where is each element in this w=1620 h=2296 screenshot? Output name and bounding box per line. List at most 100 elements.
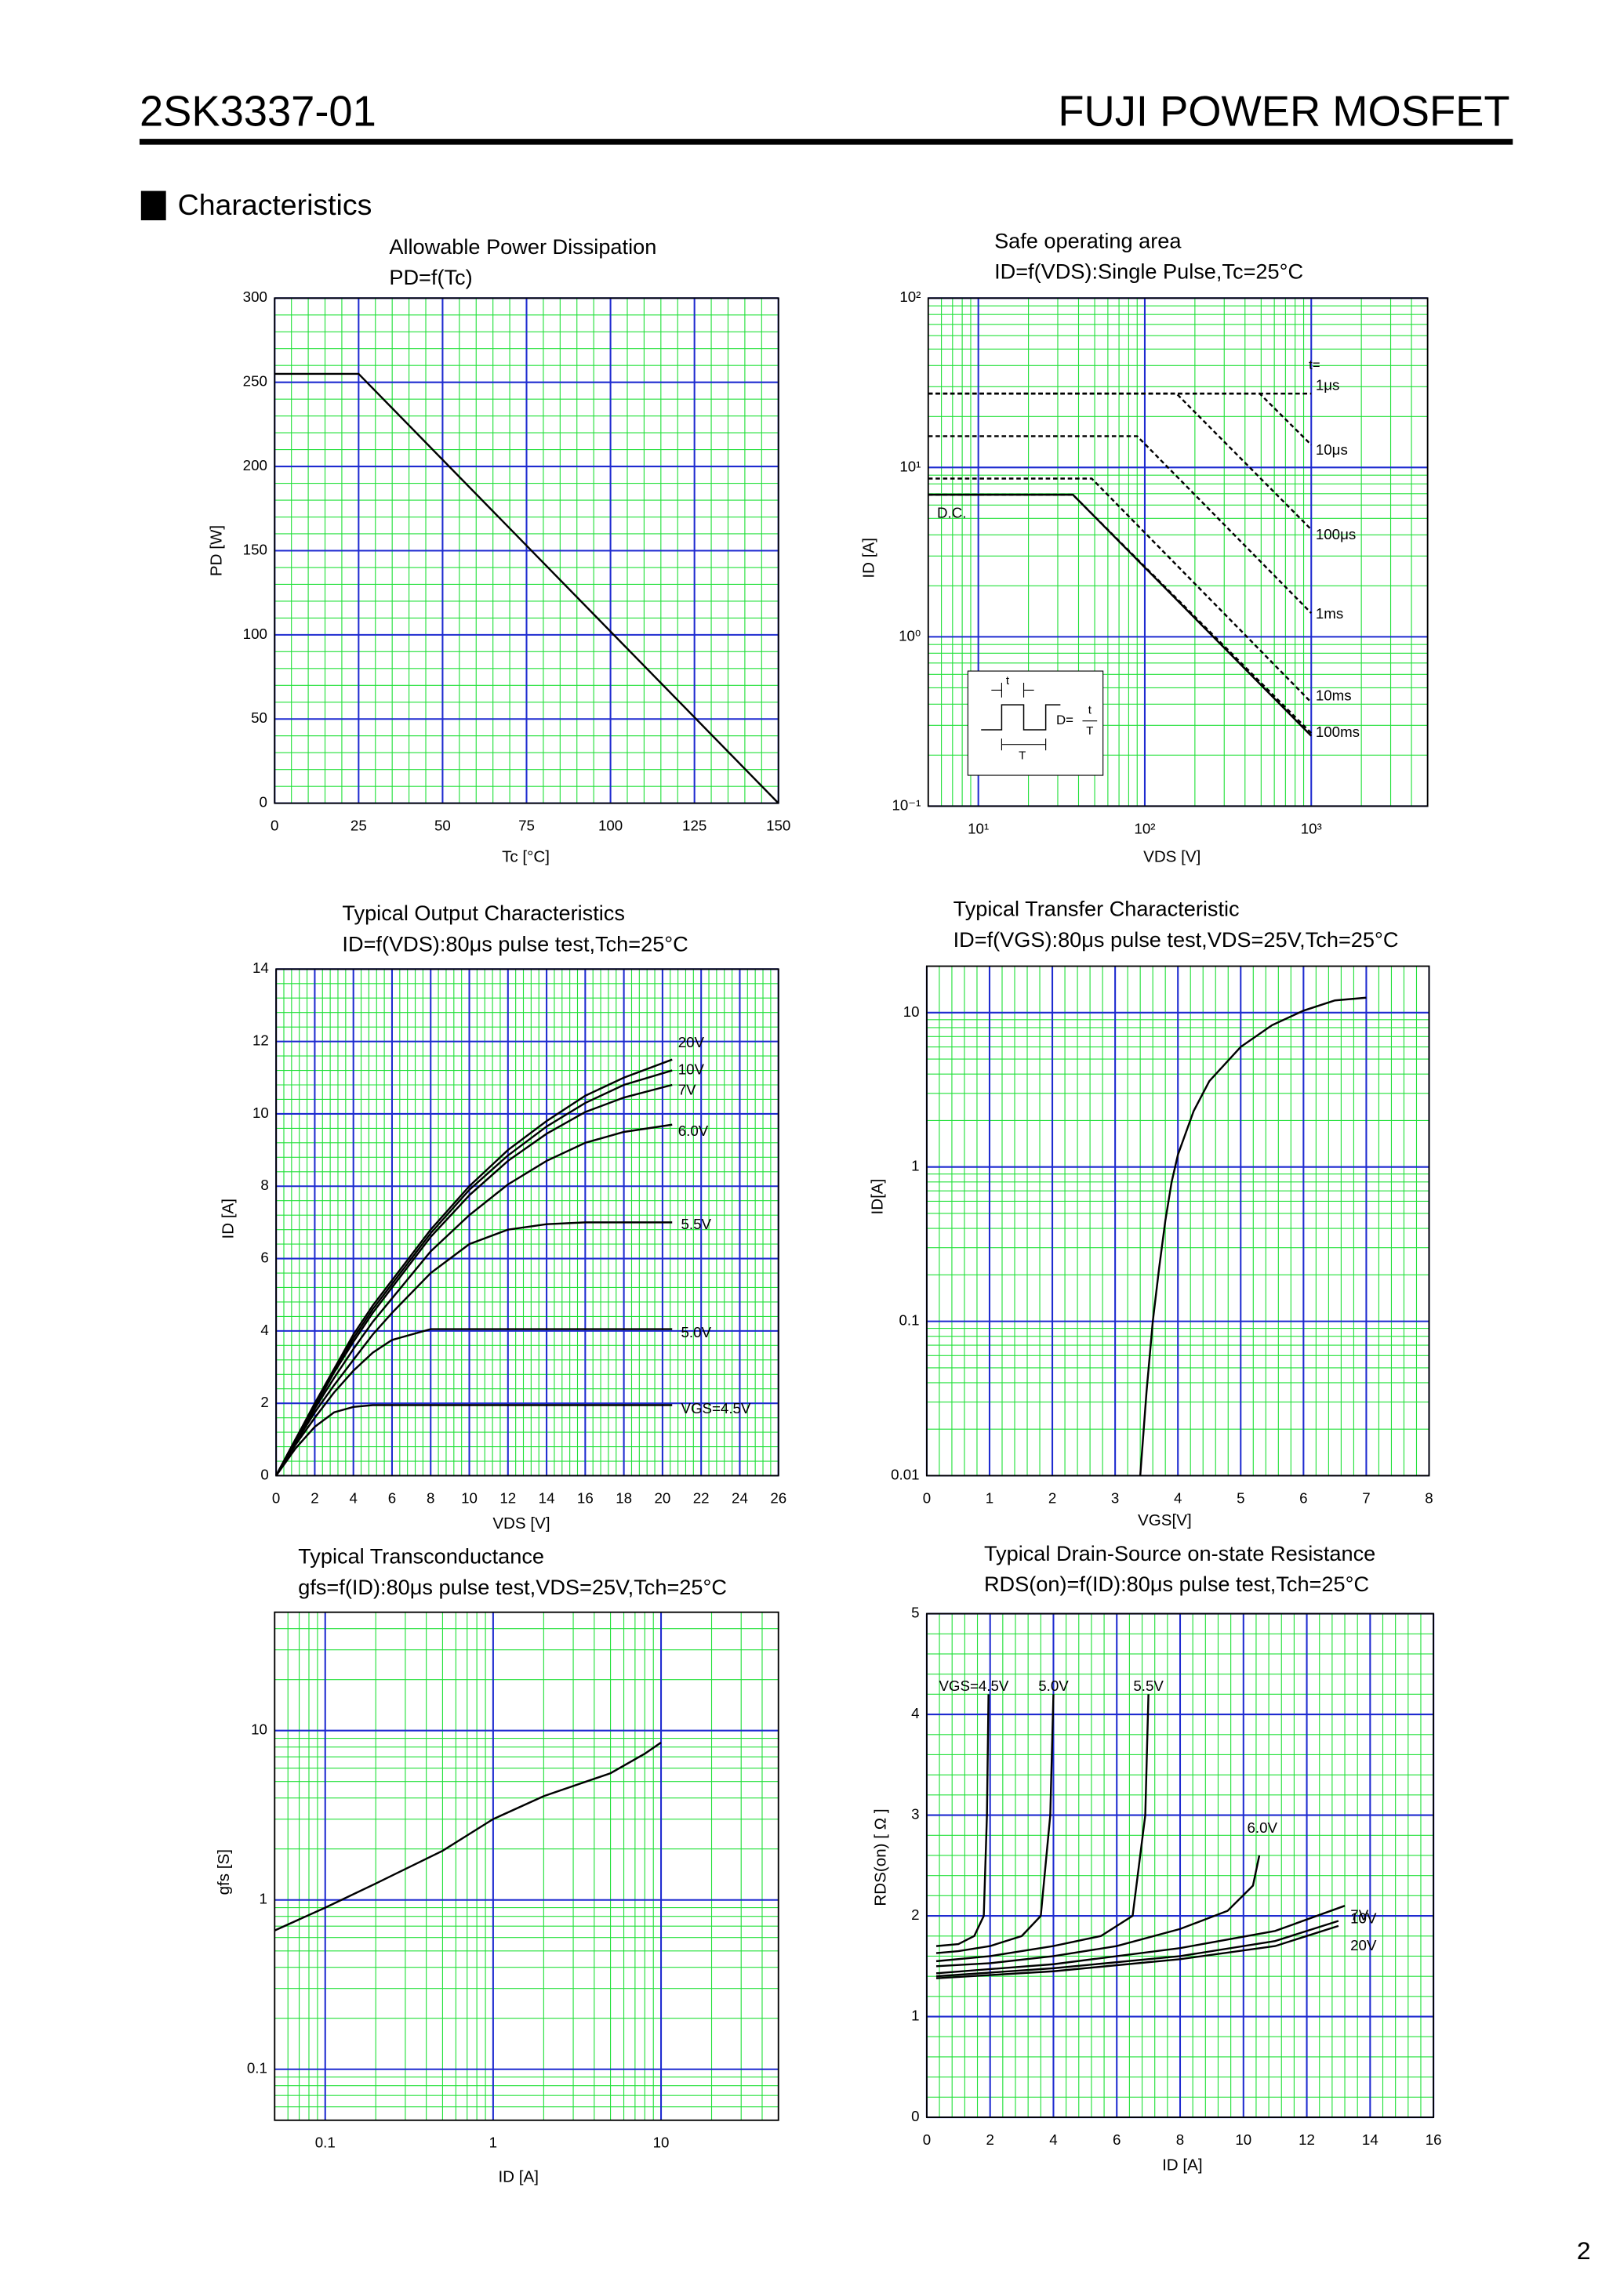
section-title: Characteristics [178, 188, 372, 221]
x-tick-label: 16 [1426, 2131, 1442, 2148]
y-tick-label: 0.01 [891, 1466, 919, 1482]
annotation: t [1088, 704, 1092, 717]
plot-frame [275, 968, 779, 1477]
series-line [935, 1694, 1055, 1954]
series-line [935, 1905, 1346, 1975]
y-tick-label: 0 [911, 2108, 919, 2124]
annotation: t= [1309, 357, 1320, 372]
y-tick-label: 10 [251, 1721, 267, 1738]
x-tick-label: 20 [654, 1489, 670, 1506]
series-label: 100ms [1316, 724, 1360, 740]
series-label: 10ms [1316, 687, 1352, 703]
y-tick-label: 200 [243, 457, 267, 473]
annotation: T [1086, 724, 1093, 738]
chart: Typical Drain-Source on-state Resistance… [871, 1541, 1441, 2174]
x-tick-label: 6 [1299, 1489, 1307, 1506]
series-label: VGS=4.5V [681, 1400, 750, 1416]
x-tick-label: 6 [388, 1489, 396, 1506]
series-label: 20V [1350, 1937, 1377, 1953]
series-line [275, 1123, 673, 1477]
series-label: 20V [678, 1034, 705, 1050]
y-tick-label: 14 [252, 959, 269, 976]
plot-frame [274, 1611, 779, 2121]
y-axis-label: ID[A] [869, 1179, 887, 1215]
x-axis-label: Tc [°C] [502, 847, 550, 865]
chart-title: Typical Output Characteristics [342, 901, 625, 925]
plot-frame [927, 297, 1429, 807]
annotation: T [1019, 749, 1026, 763]
x-tick-label: 12 [499, 1489, 516, 1506]
x-tick-label: 0.1 [315, 2135, 336, 2151]
chart: Typical Transconductance gfs=f(ID):80μs p… [215, 1544, 779, 2185]
series-line [935, 1855, 1261, 1968]
soa-inset [967, 670, 1104, 776]
y-tick-label: 4 [911, 1705, 919, 1721]
series-line [928, 392, 1313, 531]
y-tick-label: 5 [911, 1605, 919, 1621]
series-label: 1μs [1316, 377, 1340, 394]
y-tick-label: 0.1 [899, 1312, 920, 1329]
y-axis-label: gfs [S] [215, 1849, 233, 1895]
series-line [275, 1083, 673, 1477]
x-tick-label: 1 [986, 1489, 993, 1506]
y-tick-label: 50 [251, 709, 267, 726]
x-tick-label: 10³ [1301, 820, 1322, 836]
series-label: D.C. [937, 504, 966, 520]
series-line [935, 1694, 990, 1947]
x-tick-label: 12 [1299, 2131, 1315, 2148]
y-tick-label: 0 [259, 794, 267, 811]
x-axis-label: ID [A] [1162, 2156, 1203, 2174]
y-tick-label: 10⁰ [899, 627, 921, 644]
x-tick-label: 2 [986, 2131, 993, 2148]
series-label: 5.5V [1133, 1678, 1164, 1694]
series-line [928, 477, 1313, 703]
chart-title: Safe operating area [994, 228, 1182, 252]
section-marker [140, 190, 166, 221]
x-tick-label: 16 [577, 1489, 594, 1506]
x-tick-label: 4 [349, 1489, 357, 1506]
series-label: 6.0V [678, 1123, 709, 1139]
pulse-wave [981, 704, 1061, 731]
series-label: 1ms [1316, 605, 1343, 622]
series-line [275, 1328, 673, 1477]
x-tick-label: 10 [1235, 2131, 1251, 2148]
chart-title: Typical Transfer Characteristic [953, 897, 1240, 921]
x-tick-label: 10² [1134, 820, 1155, 836]
x-tick-label: 150 [766, 818, 790, 834]
y-axis-label: RDS(on) [ Ω ] [871, 1808, 889, 1906]
y-tick-label: 1 [259, 1891, 267, 1907]
y-tick-label: 3 [911, 1806, 919, 1823]
y-tick-label: 0 [260, 1466, 268, 1482]
series-line [928, 435, 1313, 614]
x-tick-label: 0 [271, 818, 278, 834]
part-number: 2SK3337-01 [140, 88, 376, 136]
x-tick-label: 10¹ [968, 820, 989, 836]
product-line: FUJI POWER MOSFET [1058, 88, 1509, 136]
series-line [928, 493, 1313, 737]
series-label: 5.0V [681, 1324, 711, 1340]
plot-background [276, 969, 779, 1476]
annotation: t [1006, 674, 1010, 687]
series-label: 6.0V [1247, 1819, 1277, 1836]
plot-frame [925, 965, 1430, 1477]
x-tick-label: 75 [518, 818, 535, 834]
chart-title: Typical Drain-Source on-state Resistance [984, 1541, 1375, 1565]
x-axis-label: VDS [V] [492, 1514, 550, 1532]
series-label: 100μs [1316, 526, 1356, 542]
x-tick-label: 24 [732, 1489, 748, 1506]
x-tick-label: 3 [1111, 1489, 1119, 1506]
inset-box [967, 670, 1104, 776]
x-tick-label: 2 [1048, 1489, 1056, 1506]
x-tick-label: 2 [311, 1489, 318, 1506]
y-axis-label: PD [W] [208, 525, 226, 576]
y-tick-label: 2 [911, 1906, 919, 1923]
chart-subtitle: gfs=f(ID):80μs pulse test,VDS=25V,Tch=25… [298, 1575, 727, 1599]
chart-subtitle: ID=f(VDS):Single Pulse,Tc=25°C [994, 259, 1303, 284]
x-tick-label: 5 [1237, 1489, 1244, 1506]
series-line [935, 1924, 1339, 1979]
series-label: 10μs [1316, 441, 1348, 458]
x-tick-label: 14 [539, 1489, 555, 1506]
x-tick-label: 50 [434, 818, 451, 834]
series-label: 7V [678, 1081, 696, 1097]
